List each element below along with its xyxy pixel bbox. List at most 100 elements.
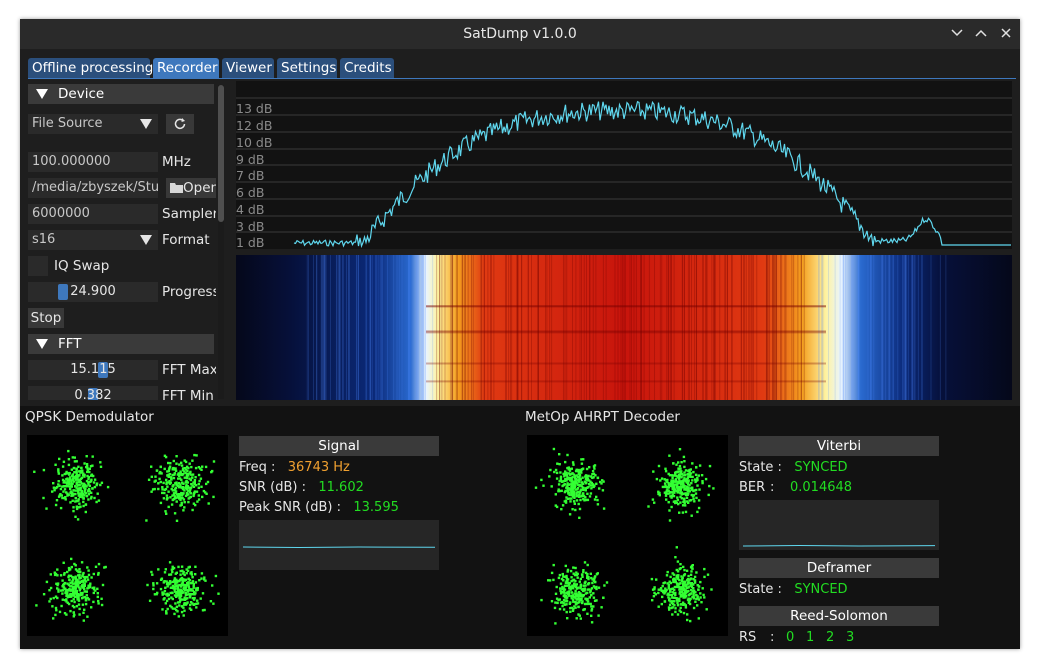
refresh-button[interactable] <box>166 114 194 134</box>
constellation-point <box>668 474 672 477</box>
constellation-point <box>678 599 681 603</box>
iq-swap-checkbox[interactable] <box>28 256 48 276</box>
constellation-point <box>187 466 190 470</box>
tab-settings[interactable]: Settings <box>277 58 337 78</box>
progress-slider[interactable]: 24.900 <box>28 282 158 302</box>
constellation-point <box>184 587 187 591</box>
open-file-button[interactable]: Open <box>166 178 216 198</box>
fft-max-slider-grab[interactable] <box>98 362 108 378</box>
frequency-input[interactable]: 100.000000 <box>28 152 158 172</box>
progress-slider-grab[interactable] <box>58 284 68 300</box>
constellation-point <box>555 597 559 600</box>
constellation-point <box>683 484 686 488</box>
constellation-point <box>566 476 569 479</box>
scrollbar-thumb[interactable] <box>218 85 224 222</box>
constellation-point <box>590 481 593 485</box>
constellation-point <box>69 581 72 584</box>
constellation-point <box>576 488 579 491</box>
constellation-point <box>675 471 678 474</box>
constellation-point <box>577 483 580 486</box>
constellation-point <box>680 575 683 578</box>
constellation-point <box>659 588 662 591</box>
fft-min-slider[interactable]: 0.382 <box>28 386 158 400</box>
constellation-point <box>163 597 166 600</box>
constellation-point <box>171 489 175 492</box>
constellation-point <box>590 594 593 597</box>
constellation-point <box>555 505 559 509</box>
constellation-point <box>78 613 81 616</box>
constellation-point <box>668 454 671 457</box>
constellation-point <box>562 579 565 582</box>
constellation-point <box>186 601 189 604</box>
constellation-point <box>175 493 179 496</box>
constellation-point <box>84 599 88 602</box>
constellation-point <box>42 468 46 472</box>
constellation-point <box>558 480 561 483</box>
constellation-point <box>64 599 67 602</box>
fft-max-slider[interactable]: 15.115 <box>28 360 158 380</box>
constellation-point <box>192 598 196 601</box>
constellation-point <box>550 571 554 575</box>
constellation-point <box>56 587 59 590</box>
device-header[interactable]: Device <box>28 84 214 104</box>
constellation-point <box>183 470 186 473</box>
constellation-point <box>584 597 587 600</box>
tab-credits[interactable]: Credits <box>340 58 394 78</box>
constellation-point <box>587 602 590 606</box>
constellation-point <box>95 482 99 485</box>
constellation-point <box>180 583 183 587</box>
tab-offline-processing[interactable]: Offline processing <box>28 58 153 78</box>
constellation-point <box>180 605 184 608</box>
constellation-point <box>682 594 686 598</box>
minimize-icon[interactable] <box>949 25 965 41</box>
maximize-icon[interactable] <box>973 25 989 41</box>
constellation-point <box>160 472 163 475</box>
constellation-point <box>73 480 76 483</box>
tab-recorder[interactable]: Recorder <box>153 58 219 78</box>
constellation-point <box>74 590 77 593</box>
constellation-point <box>80 482 84 485</box>
constellation-point <box>65 593 68 596</box>
source-select[interactable]: File Source <box>28 114 158 134</box>
constellation-point <box>675 484 679 487</box>
file-path-input[interactable]: /media/zbyszek/Stuf <box>28 178 158 198</box>
constellation-point <box>677 485 680 489</box>
constellation-point <box>594 474 597 477</box>
constellation-point <box>670 606 673 610</box>
constellation-point <box>180 503 183 506</box>
constellation-point <box>570 576 573 579</box>
constellation-point <box>689 573 693 576</box>
constellation-point <box>677 574 680 577</box>
constellation-point <box>583 480 586 483</box>
fft-min-slider-grab[interactable] <box>88 388 98 400</box>
samplerate-input[interactable]: 6000000 <box>28 204 158 224</box>
constellation-point <box>691 590 694 593</box>
left-panel-scrollbar[interactable] <box>218 85 224 399</box>
constellation-point <box>62 460 66 463</box>
constellation-point <box>652 470 655 473</box>
constellation-point <box>190 465 193 469</box>
constellation-point <box>71 482 74 485</box>
constellation-point <box>85 495 89 498</box>
close-icon[interactable] <box>998 25 1014 41</box>
constellation-point <box>685 485 689 488</box>
constellation-point <box>185 568 188 571</box>
stop-button[interactable]: Stop <box>28 308 64 328</box>
constellation-point <box>679 471 682 474</box>
title-bar[interactable]: SatDump v1.0.0 <box>20 19 1020 49</box>
constellation-point <box>678 487 681 490</box>
constellation-point <box>91 586 94 590</box>
constellation-point <box>192 590 196 594</box>
fft-header[interactable]: FFT <box>28 334 214 354</box>
constellation-point <box>75 591 78 595</box>
constellation-point <box>161 488 164 491</box>
constellation-point <box>174 580 177 583</box>
format-select[interactable]: s16 <box>28 230 158 250</box>
constellation-point <box>658 494 661 497</box>
constellation-point <box>80 491 84 495</box>
tab-viewer[interactable]: Viewer <box>222 58 274 78</box>
constellation-point <box>669 590 672 593</box>
constellation-point <box>580 485 584 488</box>
constellation-point <box>573 502 576 505</box>
constellation-point <box>674 483 677 486</box>
